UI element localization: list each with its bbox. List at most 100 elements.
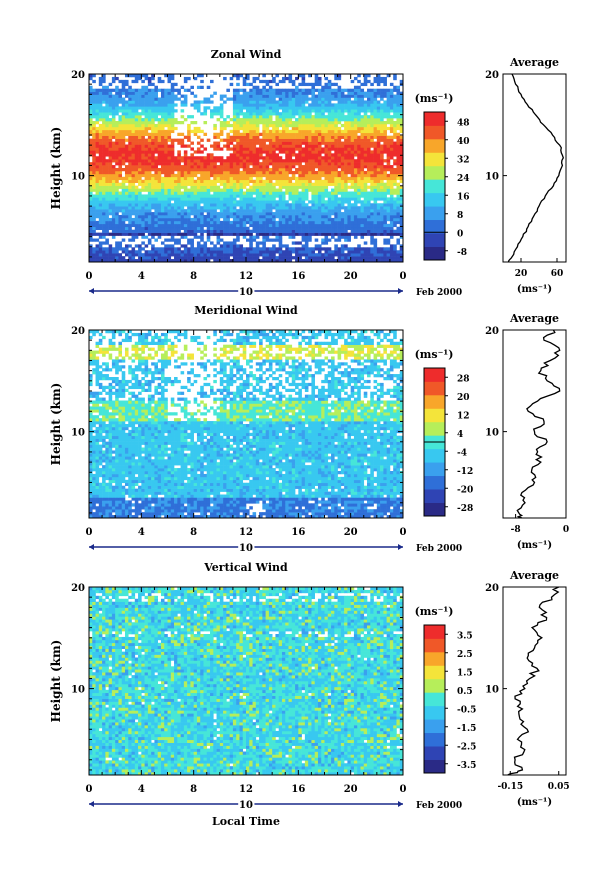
heatmap-cell xyxy=(295,123,299,128)
heatmap-cell xyxy=(357,168,361,172)
heatmap-cell xyxy=(291,194,296,198)
heatmap-cell xyxy=(177,200,181,204)
heatmap-cell xyxy=(200,162,204,166)
heatmap-cell xyxy=(249,229,253,233)
heatmap-cell xyxy=(288,226,293,230)
heatmap-cell xyxy=(331,235,335,239)
heatmap-cell xyxy=(121,188,126,192)
heatmap-cell xyxy=(187,126,191,131)
heatmap-cell xyxy=(141,156,145,160)
heatmap-cell xyxy=(347,176,351,181)
heatmap-cell xyxy=(360,88,365,92)
heatmap-cell xyxy=(138,106,142,110)
heatmap-cell xyxy=(308,200,312,204)
heatmap-cell xyxy=(396,203,401,207)
heatmap-cell xyxy=(157,200,162,204)
heatmap-cell xyxy=(321,206,325,210)
heatmap-cell xyxy=(389,106,394,110)
heatmap-cell xyxy=(255,150,260,154)
heatmap-cell xyxy=(353,88,358,92)
heatmap-cell xyxy=(128,232,132,236)
heatmap-cell xyxy=(357,126,361,131)
heatmap-cell xyxy=(219,253,224,257)
heatmap-cell xyxy=(363,220,368,225)
heatmap-cell xyxy=(353,217,358,222)
heatmap-cell xyxy=(317,156,322,160)
heatmap-cell xyxy=(295,88,299,92)
heatmap-cell xyxy=(223,118,227,122)
heatmap-cell xyxy=(131,126,136,131)
heatmap-cell xyxy=(353,250,358,254)
heatmap-cell xyxy=(249,209,253,213)
heatmap-cell xyxy=(141,150,145,154)
heatmap-cell xyxy=(265,115,270,119)
heatmap-cell xyxy=(380,212,384,216)
heatmap-cell xyxy=(376,212,381,216)
heatmap-cell xyxy=(134,176,139,181)
heatmap-cell xyxy=(367,94,371,98)
heatmap-cell xyxy=(154,112,158,116)
heatmap-cell xyxy=(324,241,329,245)
heatmap-cell xyxy=(278,159,283,163)
heatmap-cell xyxy=(367,115,371,119)
heatmap-cell xyxy=(353,135,358,139)
heatmap-cell xyxy=(249,132,253,136)
heatmap-cell xyxy=(262,112,266,116)
heatmap-cell xyxy=(216,220,221,225)
heatmap-cell xyxy=(344,256,348,260)
heatmap-cell xyxy=(298,103,302,107)
heatmap-cell xyxy=(128,121,132,125)
heatmap-cell xyxy=(334,244,338,248)
heatmap-cell xyxy=(246,179,250,183)
heatmap-cell xyxy=(291,191,296,195)
heatmap-cell xyxy=(187,132,191,136)
heatmap-cell xyxy=(344,182,348,186)
heatmap-cell xyxy=(206,206,211,210)
heatmap-cell xyxy=(281,138,286,142)
heatmap-cell xyxy=(124,91,129,95)
heatmap-cell xyxy=(128,197,132,201)
heatmap-cell xyxy=(239,159,244,163)
heatmap-cell xyxy=(308,206,312,210)
heatmap-cell xyxy=(281,100,286,104)
heatmap-cell xyxy=(203,182,208,186)
heatmap-cell xyxy=(187,253,191,257)
heatmap-cell xyxy=(108,209,113,213)
heatmap-cell xyxy=(252,212,257,216)
heatmap-cell xyxy=(157,179,162,183)
heatmap-cell xyxy=(321,238,325,242)
heatmap-cell xyxy=(301,118,306,122)
heatmap-cell xyxy=(386,188,391,192)
heatmap-cell xyxy=(389,176,394,181)
heatmap-cell xyxy=(396,156,401,160)
heatmap-cell xyxy=(285,156,289,160)
heatmap-cell xyxy=(340,185,345,189)
heatmap-cell xyxy=(367,173,371,178)
heatmap-cell xyxy=(275,212,280,216)
heatmap-cell xyxy=(298,179,302,183)
heatmap-cell xyxy=(308,217,312,222)
heatmap-cell xyxy=(160,182,165,186)
heatmap-cell xyxy=(98,162,103,166)
heatmap-cell xyxy=(190,259,194,263)
heatmap-cell xyxy=(134,212,139,216)
heatmap-cell xyxy=(265,188,270,192)
heatmap-cell xyxy=(347,126,351,131)
heatmap-cell xyxy=(344,100,348,104)
heatmap-cell xyxy=(324,232,329,236)
heatmap-cell xyxy=(399,188,404,192)
heatmap-cell xyxy=(252,188,257,192)
heatmap-cell xyxy=(180,206,185,210)
heatmap-cell xyxy=(206,250,211,254)
heatmap-cell xyxy=(157,226,162,230)
heatmap-cell xyxy=(151,112,155,116)
heatmap-cell xyxy=(298,247,302,251)
heatmap-cell xyxy=(393,129,397,134)
heatmap-cell xyxy=(373,159,378,163)
heatmap-cell xyxy=(308,132,312,136)
heatmap-cell xyxy=(373,112,378,116)
heatmap-cell xyxy=(223,179,227,183)
heatmap-cell xyxy=(236,185,240,189)
heatmap-cell xyxy=(187,162,191,166)
heatmap-cell xyxy=(105,206,109,210)
